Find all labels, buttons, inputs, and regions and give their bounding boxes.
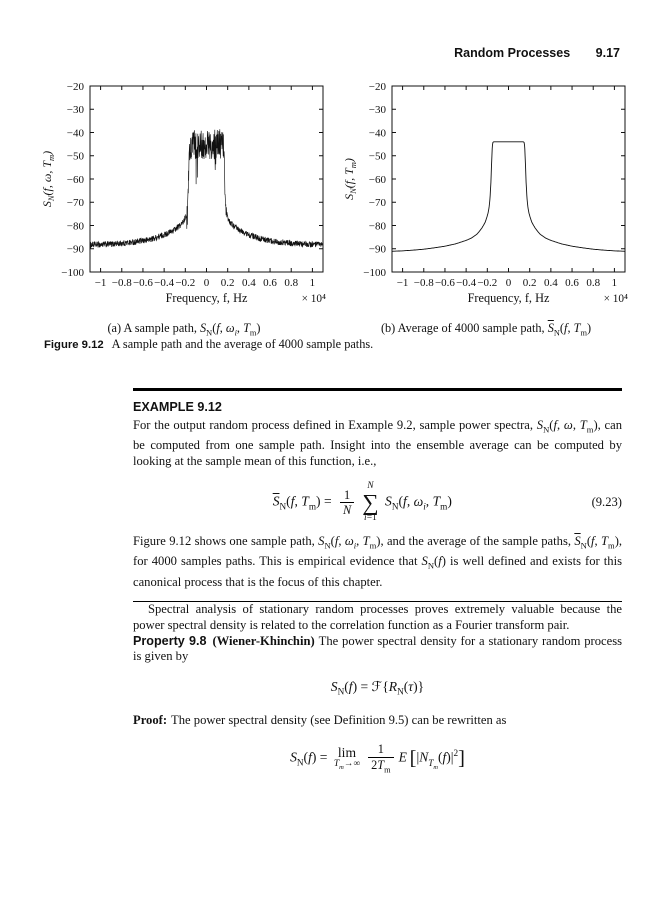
svg-text:−20: −20 [369,81,387,93]
wiener-khinchin-equation: SN(f) = ℱ{RN(τ)} [330,679,425,697]
property-name: (Wiener-Khinchin) [212,633,315,648]
psd-limit-equation: SN(f) = lim Tm→∞ 1 2Tm E [|NTm(f)|2] [290,742,465,775]
svg-text:−0.2: −0.2 [477,277,497,289]
svg-text:−0.6: −0.6 [435,277,455,289]
chart-b-caption: (b) Average of 4000 sample path, SN(f, T… [380,321,592,338]
svg-text:SN​(f, ω, Tm​): SN​(f, ω, Tm​) [40,151,56,207]
svg-text:−80: −80 [369,220,387,232]
chart-a-caption: (a) A sample path, SN(f, ωi, Tm) [107,321,261,338]
svg-text:−40: −40 [67,127,85,139]
main-text-column: EXAMPLE 9.12 For the output random proce… [133,388,622,787]
svg-text:−60: −60 [67,174,85,186]
svg-text:−70: −70 [67,197,85,209]
svg-text:−0.4: −0.4 [154,277,174,289]
svg-text:−0.2: −0.2 [175,277,195,289]
figure-9-12: −1 −0.8 −0.6 −0.4 −0.2 0 0.2 0.4 0.6 0.8 1 −100 −90−… [36,76,636,338]
svg-text:× 10⁴: × 10⁴ [604,293,628,305]
figure-label: Figure 9.12 [44,339,104,351]
property-body: The power spectral density for a station… [133,633,623,664]
running-header: Random Processes 9.17 [454,46,620,60]
svg-text:0.8: 0.8 [284,277,298,289]
chart-average-canvas: −1 −0.8 −0.6 −0.4 −0.2 0 0.2 0.4 0.6 0.8 1 −100 −90 −… [338,76,634,319]
chapter-title: Random Processes [454,46,571,60]
svg-text:−0.6: −0.6 [133,277,153,289]
example-body-2: Figure 9.12 shows one sample path, SN(f,… [133,534,623,589]
svg-text:0.6: 0.6 [263,277,277,289]
example-bottom-rule [133,601,622,603]
svg-text:−20: −20 [67,81,85,93]
proof-label: Proof: [133,712,168,727]
proof-paragraph: Proof: The power spectral density (see De… [133,713,622,729]
svg-text:0.6: 0.6 [565,277,579,289]
chart-svg-0: −1 −0.8 −0.6 −0.4 −0.2 0 0.2 0.4 0.6 0.8 1 −100 −90 −… [40,81,326,305]
svg-text:−50: −50 [67,151,85,163]
spectral-paragraph: Spectral analysis of stationary random p… [133,602,622,633]
equation-9-23: SN(f, Tm) = 1 N N ∑ i=1 SN(f, ωi, Tm) [272,481,452,523]
svg-text:−80: −80 [67,220,85,232]
svg-text:−30: −30 [67,104,85,116]
svg-text:1: 1 [612,277,618,289]
property-paragraph: Property 9.8 (Wiener-Khinchin) The power s… [133,634,622,665]
svg-text:−1: −1 [397,277,409,289]
property-label: Property 9.8 [133,633,207,648]
svg-text:Frequency, f, Hz: Frequency, f, Hz [166,291,248,305]
svg-text:1: 1 [310,277,316,289]
svg-text:0.4: 0.4 [242,277,256,289]
svg-text:0.8: 0.8 [586,277,600,289]
svg-text:−60: −60 [369,174,387,186]
proof-body: The power spectral density (see Definiti… [171,712,507,727]
example-body-1: For the output random process defined in… [133,417,623,468]
svg-text:−30: −30 [369,104,387,116]
figure-caption: Figure 9.12 A sample path and the average… [44,337,614,352]
svg-text:0.2: 0.2 [523,277,537,289]
svg-text:0: 0 [204,277,210,289]
svg-text:−100: −100 [363,267,386,279]
svg-text:0.4: 0.4 [544,277,558,289]
chart-sample-path: −1 −0.8 −0.6 −0.4 −0.2 0 0.2 0.4 0.6 0.8 1 −100 −90 −… [36,76,332,338]
svg-text:0.2: 0.2 [221,277,235,289]
svg-text:−90: −90 [369,244,387,256]
svg-text:0: 0 [506,277,512,289]
svg-text:× 10⁴: × 10⁴ [302,293,326,305]
chart-sample-path-canvas: −1 −0.8 −0.6 −0.4 −0.2 0 0.2 0.4 0.6 0.8 1 −100 −90 −… [36,76,332,319]
equation-9-23-row: SN(f, Tm) = 1 N N ∑ i=1 SN(f, ωi, Tm) (9.23) [133,482,622,523]
svg-text:−1: −1 [95,277,107,289]
figure-caption-text: A sample path and the average of 4000 sa… [111,337,374,351]
svg-text:SN​(f, Tm​): SN​(f, Tm​) [342,158,358,200]
example-heading: EXAMPLE 9.12 [133,400,222,414]
svg-text:−100: −100 [61,267,84,279]
page-number: 9.17 [595,46,620,60]
equation-9-23-number: (9.23) [591,494,622,509]
svg-text:Frequency, f, Hz: Frequency, f, Hz [468,291,550,305]
chart-svg-1: −1 −0.8 −0.6 −0.4 −0.2 0 0.2 0.4 0.6 0.8 1 −100 −90 −… [342,81,628,305]
svg-text:−90: −90 [67,244,85,256]
spectrum-trace [392,141,625,252]
spectrum-trace [89,129,324,249]
svg-text:−40: −40 [369,127,387,139]
svg-text:−0.8: −0.8 [414,277,434,289]
example-top-rule [133,388,622,391]
svg-text:−0.4: −0.4 [456,277,476,289]
svg-text:−50: −50 [369,151,387,163]
chart-average: −1 −0.8 −0.6 −0.4 −0.2 0 0.2 0.4 0.6 0.8 1 −100 −90 −… [338,76,634,338]
svg-text:−0.8: −0.8 [112,277,132,289]
svg-text:−70: −70 [369,197,387,209]
